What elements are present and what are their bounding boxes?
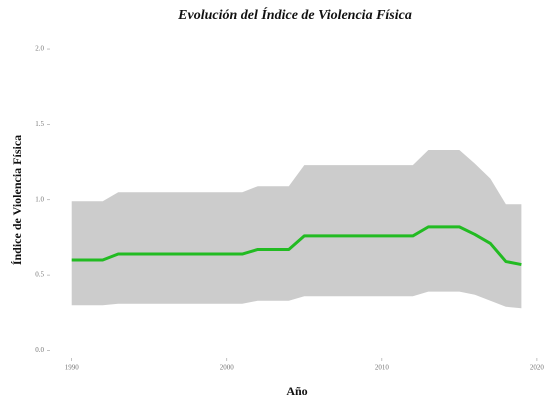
y-tick-label: 1.0 <box>35 195 44 203</box>
y-tick-label: 2.0 <box>35 45 44 53</box>
confidence-band <box>71 150 522 309</box>
x-tick-label: 2010 <box>375 364 390 372</box>
x-tick-label: 2000 <box>220 364 235 372</box>
x-tick-label: 2020 <box>530 364 544 372</box>
x-axis-label: Año <box>286 384 307 398</box>
y-tick-label: 0.5 <box>35 271 44 279</box>
y-tick-label: 1.5 <box>35 120 44 128</box>
y-axis-label: Índice de Violencia Física <box>10 135 24 265</box>
y-tick-label: 0.0 <box>35 346 44 354</box>
x-tick-label: 1990 <box>65 364 80 372</box>
line <box>71 225 522 267</box>
chart-title: Evolución del Índice de Violencia Física <box>177 6 412 23</box>
